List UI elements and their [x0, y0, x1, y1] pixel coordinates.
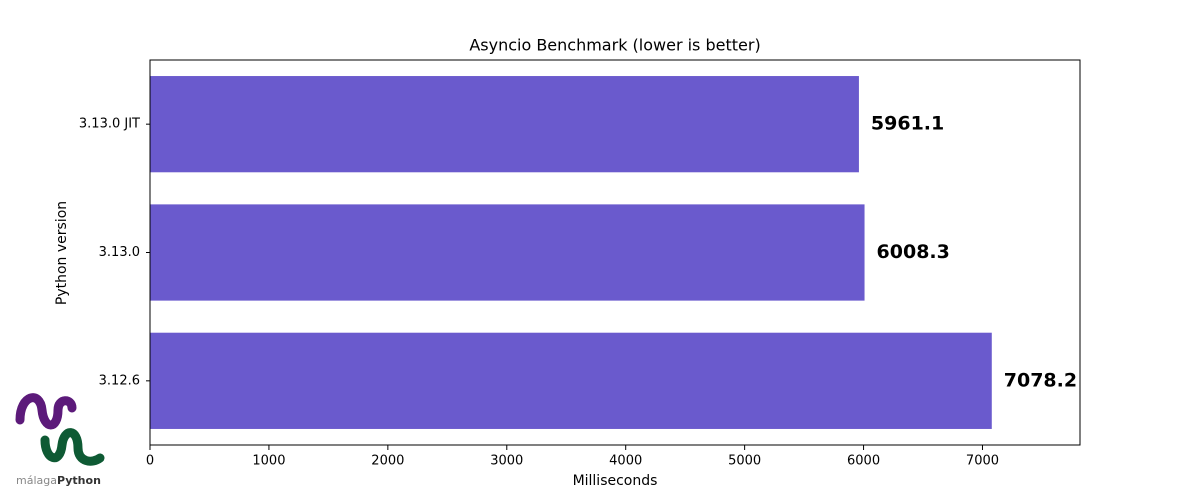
x-tick-label: 1000	[252, 454, 285, 469]
logo-text-light: málaga	[16, 474, 57, 487]
y-tick-label: 3.13.0	[99, 245, 140, 260]
x-tick-label: 3000	[490, 454, 523, 469]
y-tick-label: 3.13.0 JIT	[79, 117, 140, 132]
y-tick-label: 3.12.6	[99, 373, 140, 388]
x-tick-label: 4000	[609, 454, 642, 469]
plot-frame	[149, 59, 1081, 446]
x-tick-label: 7000	[966, 454, 999, 469]
bar	[150, 76, 859, 173]
logo-snake	[40, 428, 105, 466]
chart-title: Asyncio Benchmark (lower is better)	[469, 36, 760, 55]
bar	[150, 204, 865, 301]
value-label: 5961.1	[871, 113, 944, 135]
x-tick-label: 6000	[847, 454, 880, 469]
value-label: 6008.3	[877, 241, 950, 263]
x-tick-label: 0	[146, 454, 154, 469]
x-tick-label: 2000	[371, 454, 404, 469]
logo-text: málagaPython	[16, 474, 101, 487]
y-axis-label: Python version	[54, 201, 70, 305]
logo-snake	[15, 393, 77, 430]
logo: málagaPython	[15, 393, 105, 487]
logo-text-bold: Python	[57, 474, 101, 487]
value-label: 7078.2	[1004, 369, 1077, 391]
x-axis-label: Milliseconds	[573, 473, 658, 489]
bar	[150, 332, 992, 429]
x-tick-label: 5000	[728, 454, 761, 469]
